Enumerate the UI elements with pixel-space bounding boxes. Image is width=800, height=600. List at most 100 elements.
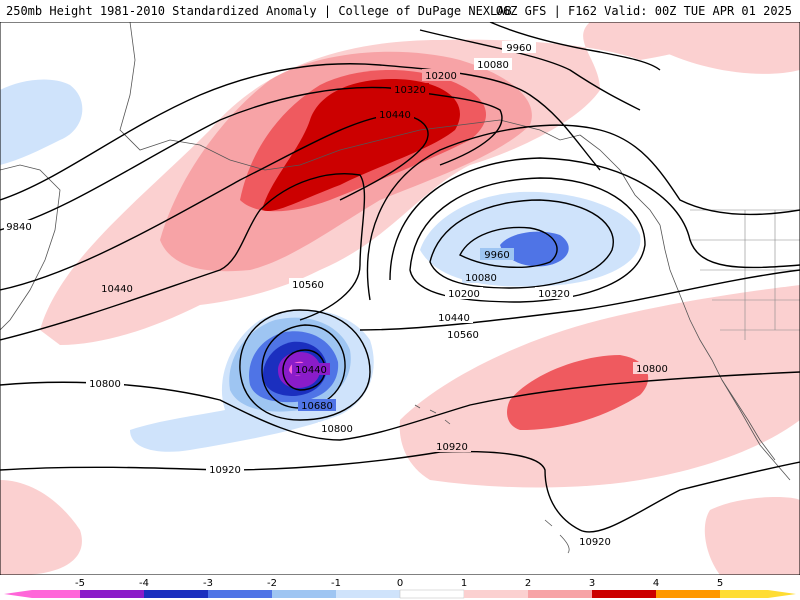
svg-text:9960: 9960	[506, 43, 531, 54]
contour-label: 9840	[4, 220, 34, 233]
contour-label: 10440	[292, 363, 330, 376]
anomaly-map: 9960 10080 10200 10320 10440 9840 9960 1…	[0, 22, 800, 575]
contour-trough-10080	[429, 199, 614, 289]
contour-label: 10440	[98, 282, 136, 295]
contour-label: 10440	[435, 311, 473, 324]
svg-text:9840: 9840	[6, 222, 31, 233]
contour-label: 9960	[502, 41, 536, 54]
svg-text:10920: 10920	[209, 465, 241, 476]
negative-anomaly-fills	[0, 79, 641, 452]
contour-label: 10800	[633, 362, 671, 375]
svg-text:10320: 10320	[538, 289, 570, 300]
contour-10800-main	[0, 371, 800, 441]
contour-label: 10080	[462, 271, 500, 284]
svg-text:10080: 10080	[477, 60, 509, 71]
contour-label: 10320	[535, 287, 573, 300]
alaska-coastline	[119, 22, 581, 171]
contour-trough-9960	[459, 226, 558, 269]
svg-text:10440: 10440	[438, 313, 470, 324]
colorbar-segment	[32, 590, 80, 598]
colorbar-arrow-high	[768, 590, 796, 598]
model-run-info: 06Z GFS | F162 Valid: 00Z TUE APR 01 202…	[495, 4, 792, 18]
contour-label: 10560	[289, 278, 327, 291]
contour-10920-main	[0, 450, 800, 533]
contour-10080-north	[419, 29, 641, 111]
colorbar-segment	[592, 590, 656, 598]
colorbar-tick: -2	[267, 578, 277, 589]
colorbar-segment	[720, 590, 768, 598]
colorbar-segment	[272, 590, 336, 598]
svg-text:9960: 9960	[484, 250, 509, 261]
svg-text:10560: 10560	[292, 280, 324, 291]
svg-text:10560: 10560	[447, 330, 479, 341]
us-west-coastline	[659, 224, 776, 461]
colorbar-segment	[656, 590, 720, 598]
colorbar-segment	[464, 590, 528, 598]
contour-label: 10080	[474, 58, 512, 71]
anomaly-trough-east-mid	[500, 231, 569, 267]
anomaly-nw-light	[0, 79, 83, 165]
contour-label: 10440	[376, 108, 414, 121]
colorbar-segment	[208, 590, 272, 598]
contour-trough-10200	[409, 177, 646, 303]
colorbar-segment-neutral	[399, 589, 465, 599]
contour-10440-east	[366, 124, 800, 301]
contour-9960-north	[489, 22, 661, 71]
contour-label: 9960	[480, 248, 514, 261]
contour-cutlow-10560	[261, 324, 346, 409]
coastlines	[0, 22, 800, 554]
contour-10440-ridge	[0, 114, 429, 291]
colorbar-tick: 2	[525, 578, 531, 589]
colorbar-tick: 1	[461, 578, 467, 589]
positive-anomaly-fills	[0, 22, 800, 575]
svg-text:10320: 10320	[394, 85, 426, 96]
svg-text:10800: 10800	[89, 379, 121, 390]
svg-text:10920: 10920	[436, 442, 468, 453]
contour-10560-east	[359, 269, 800, 331]
colorbar-segment	[80, 590, 144, 598]
contour-10560-ridge	[0, 173, 366, 341]
colorbar-tick-labels: -5 -4 -3 -2 -1 0 1 2 3 4 5	[75, 578, 723, 589]
colorbar-tick: -5	[75, 578, 85, 589]
contour-label: 10800	[86, 377, 124, 390]
contour-labels: 9960 10080 10200 10320 10440 9840 9960 1…	[4, 41, 671, 548]
contour-10200-ridge	[0, 63, 601, 201]
anomaly-colorbar: -5 -4 -3 -2 -1 0 1 2 3 4 5	[0, 575, 800, 600]
us-state-borders	[690, 209, 800, 340]
contour-label: 10920	[576, 535, 614, 548]
anomaly-north-ne	[636, 22, 800, 74]
anomaly-west-light	[0, 480, 82, 575]
hawaii-islands	[414, 404, 570, 554]
anomaly-subtropical-mid	[507, 355, 649, 430]
svg-text:10080: 10080	[465, 273, 497, 284]
colorbar-tick: 0	[397, 578, 403, 589]
svg-text:10200: 10200	[425, 71, 457, 82]
siberia-coastline	[0, 164, 61, 331]
contour-trough-10320	[389, 157, 800, 281]
colorbar-segment	[144, 590, 208, 598]
colorbar-tick: -1	[331, 578, 341, 589]
colorbar-segments	[4, 589, 796, 599]
colorbar-tick: 5	[717, 578, 723, 589]
svg-text:10800: 10800	[636, 364, 668, 375]
colorbar-tick: 4	[653, 578, 659, 589]
colorbar-segment	[336, 590, 400, 598]
colorbar-tick: 3	[589, 578, 595, 589]
contour-label: 10320	[391, 83, 429, 96]
contour-label: 10920	[206, 463, 244, 476]
svg-text:10680: 10680	[301, 401, 333, 412]
anomaly-east-light	[704, 497, 800, 575]
colorbar-segment	[528, 590, 592, 598]
colorbar-arrow-low	[4, 590, 32, 598]
svg-text:10440: 10440	[295, 365, 327, 376]
baja-coastline	[721, 379, 791, 481]
svg-text:10440: 10440	[379, 110, 411, 121]
header-bar: 250mb Height 1981-2010 Standardized Anom…	[0, 0, 800, 22]
bc-coastline	[579, 134, 661, 226]
contour-10320-ridge	[0, 86, 503, 231]
svg-text:10920: 10920	[579, 537, 611, 548]
colorbar-tick: -4	[139, 578, 149, 589]
svg-text:10440: 10440	[101, 284, 133, 295]
svg-text:10200: 10200	[448, 289, 480, 300]
contour-label: 10200	[422, 69, 460, 82]
